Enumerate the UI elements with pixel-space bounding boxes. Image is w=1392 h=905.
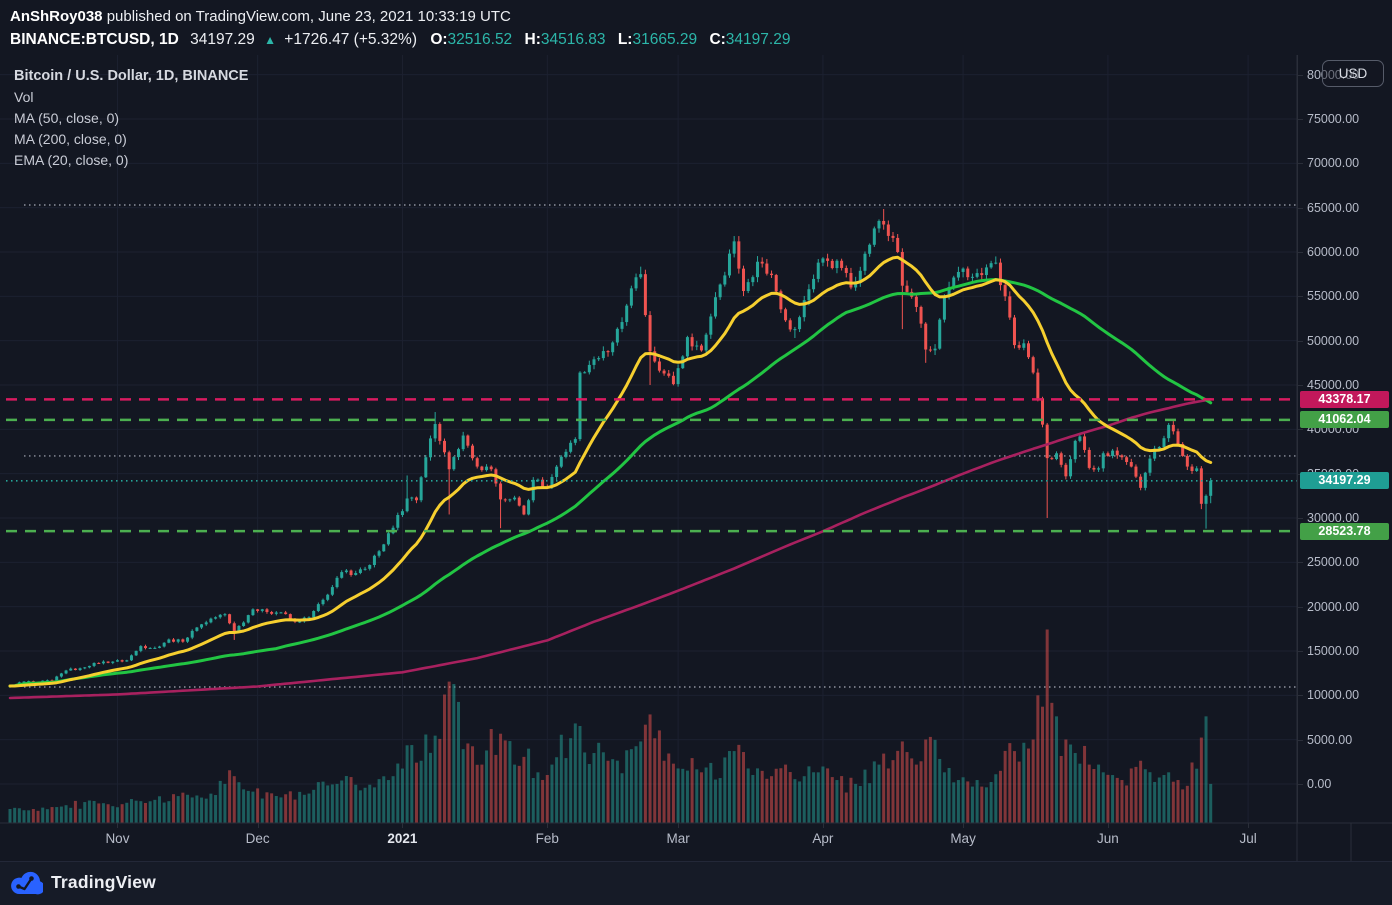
x-axis-label: Feb xyxy=(535,831,559,846)
x-axis-label: Jul xyxy=(1239,831,1257,846)
y-axis-label: 75000.00 xyxy=(1307,111,1360,126)
grid-layer xyxy=(0,55,1297,823)
y-axis-tick xyxy=(1298,384,1303,386)
symbol-info-line: BINANCE:BTCUSD, 1D 34197.29 ▲ +1726.47 (… xyxy=(10,28,798,52)
x-axis-label: Dec xyxy=(245,831,270,846)
x-axis-label: Apr xyxy=(812,831,834,846)
y-axis-label: 65000.00 xyxy=(1307,200,1360,215)
y-axis-label: 45000.00 xyxy=(1307,377,1360,392)
y-axis-label: 55000.00 xyxy=(1307,289,1360,304)
open-label: O: xyxy=(430,31,448,48)
price-axis[interactable]: 0.00 5000.00 10000.00 15000.00 20000.00 25000… xyxy=(1297,55,1392,823)
high-label: H: xyxy=(524,31,541,48)
x-axis-label: Mar xyxy=(666,831,690,846)
legend-ema20-indicator: EMA (20, close, 0) xyxy=(14,152,129,168)
x-axis-label: 2021 xyxy=(387,831,418,846)
price-change: +1726.47 (+5.32%) xyxy=(284,31,417,48)
low-number: 31665.29 xyxy=(632,31,698,48)
y-axis-label: 0.00 xyxy=(1307,777,1332,791)
y-axis-tick xyxy=(1298,562,1303,564)
y-axis-tick xyxy=(1298,739,1303,741)
tradingview-cloud-icon xyxy=(11,871,43,895)
y-axis-label: 15000.00 xyxy=(1307,643,1360,658)
legend-symbol-title: Bitcoin / U.S. Dollar, 1D, BINANCE xyxy=(14,68,249,84)
up-arrow-icon: ▲ xyxy=(264,33,276,47)
y-axis-label: 80000.00 xyxy=(1307,67,1360,82)
y-axis-tick xyxy=(1298,251,1303,253)
y-axis-label: 20000.00 xyxy=(1307,599,1360,614)
y-axis-label: 25000.00 xyxy=(1307,555,1360,570)
symbol-title: BINANCE:BTCUSD, 1D xyxy=(10,31,179,48)
dotted-levels-layer xyxy=(24,204,1297,688)
x-axis-label: May xyxy=(950,831,976,846)
x-axis-tick xyxy=(117,823,119,828)
y-axis-tick xyxy=(1298,163,1303,165)
x-axis-label: Nov xyxy=(105,831,130,846)
close-value: C:34197.29 xyxy=(709,31,790,48)
y-axis-label: 50000.00 xyxy=(1307,333,1360,348)
high-value: H:34516.83 xyxy=(525,31,606,48)
level-lines-layer xyxy=(6,398,1297,533)
footer-bar: TradingView xyxy=(0,861,1392,905)
low-label: L: xyxy=(617,31,633,48)
legend-volume-indicator: Vol xyxy=(14,89,34,105)
currency-toggle-button[interactable]: USD xyxy=(1322,60,1384,87)
legend-ma200-indicator: MA (200, close, 0) xyxy=(14,131,127,147)
chart-legend: Bitcoin / U.S. Dollar, 1D, BINANCE Vol M… xyxy=(14,66,248,171)
x-axis-tick xyxy=(822,823,824,828)
last-price: 34197.29 xyxy=(190,31,255,48)
close-label: C: xyxy=(709,31,726,48)
y-axis-label: 30000.00 xyxy=(1307,510,1360,525)
y-axis-tick xyxy=(1298,118,1303,120)
x-axis-tick xyxy=(257,823,259,828)
price-level-badge: 28523.78 xyxy=(1300,522,1389,540)
tradingview-logo-link[interactable]: TradingView xyxy=(10,870,156,895)
x-axis-tick xyxy=(963,823,965,828)
ma200-line xyxy=(8,398,1212,700)
y-axis-label: 5000.00 xyxy=(1307,732,1353,747)
x-axis-tick xyxy=(402,823,404,828)
y-axis-tick xyxy=(1298,296,1303,298)
x-axis-tick xyxy=(547,823,549,828)
close-number: 34197.29 xyxy=(725,31,791,48)
published-text: published on TradingView.com, June 23, 2… xyxy=(102,8,511,25)
price-level-badge: 43378.17 xyxy=(1300,390,1389,408)
y-axis-tick xyxy=(1298,606,1303,608)
ema20-line xyxy=(8,255,1213,688)
y-axis-tick xyxy=(1298,207,1303,209)
y-axis-tick xyxy=(1298,650,1303,652)
y-axis-label: 70000.00 xyxy=(1307,156,1360,171)
open-value: O:32516.52 xyxy=(430,31,512,48)
brand-name: TradingView xyxy=(51,872,156,892)
y-axis-label: 10000.00 xyxy=(1307,688,1360,703)
low-value: L:31665.29 xyxy=(618,31,697,48)
y-axis-tick xyxy=(1298,340,1303,342)
y-axis-tick xyxy=(1298,695,1303,697)
legend-ma50-indicator: MA (50, close, 0) xyxy=(14,110,120,126)
snapshot-header: AnShRoy038 published on TradingView.com,… xyxy=(10,5,798,52)
time-axis[interactable]: Nov Dec 2021 Feb Mar Apr May Jun Jul xyxy=(0,823,1297,861)
open-number: 32516.52 xyxy=(447,31,513,48)
y-axis-tick xyxy=(1298,429,1303,431)
high-number: 34516.83 xyxy=(540,31,606,48)
price-level-badge: 34197.29 xyxy=(1300,472,1389,490)
price-level-badge: 41062.04 xyxy=(1300,411,1389,429)
y-axis-tick xyxy=(1298,74,1303,76)
x-axis-tick xyxy=(1248,823,1250,828)
y-axis-label: 60000.00 xyxy=(1307,244,1360,259)
y-axis-tick xyxy=(1298,517,1303,519)
publish-info-line: AnShRoy038 published on TradingView.com,… xyxy=(10,5,798,28)
x-axis-tick xyxy=(678,823,680,828)
x-axis-label: Jun xyxy=(1097,831,1119,846)
x-axis-tick xyxy=(1107,823,1109,828)
y-axis-tick xyxy=(1298,784,1303,785)
volume-layer xyxy=(8,629,1213,823)
author-name: AnShRoy038 xyxy=(10,8,103,25)
ma50-line xyxy=(8,278,1213,688)
